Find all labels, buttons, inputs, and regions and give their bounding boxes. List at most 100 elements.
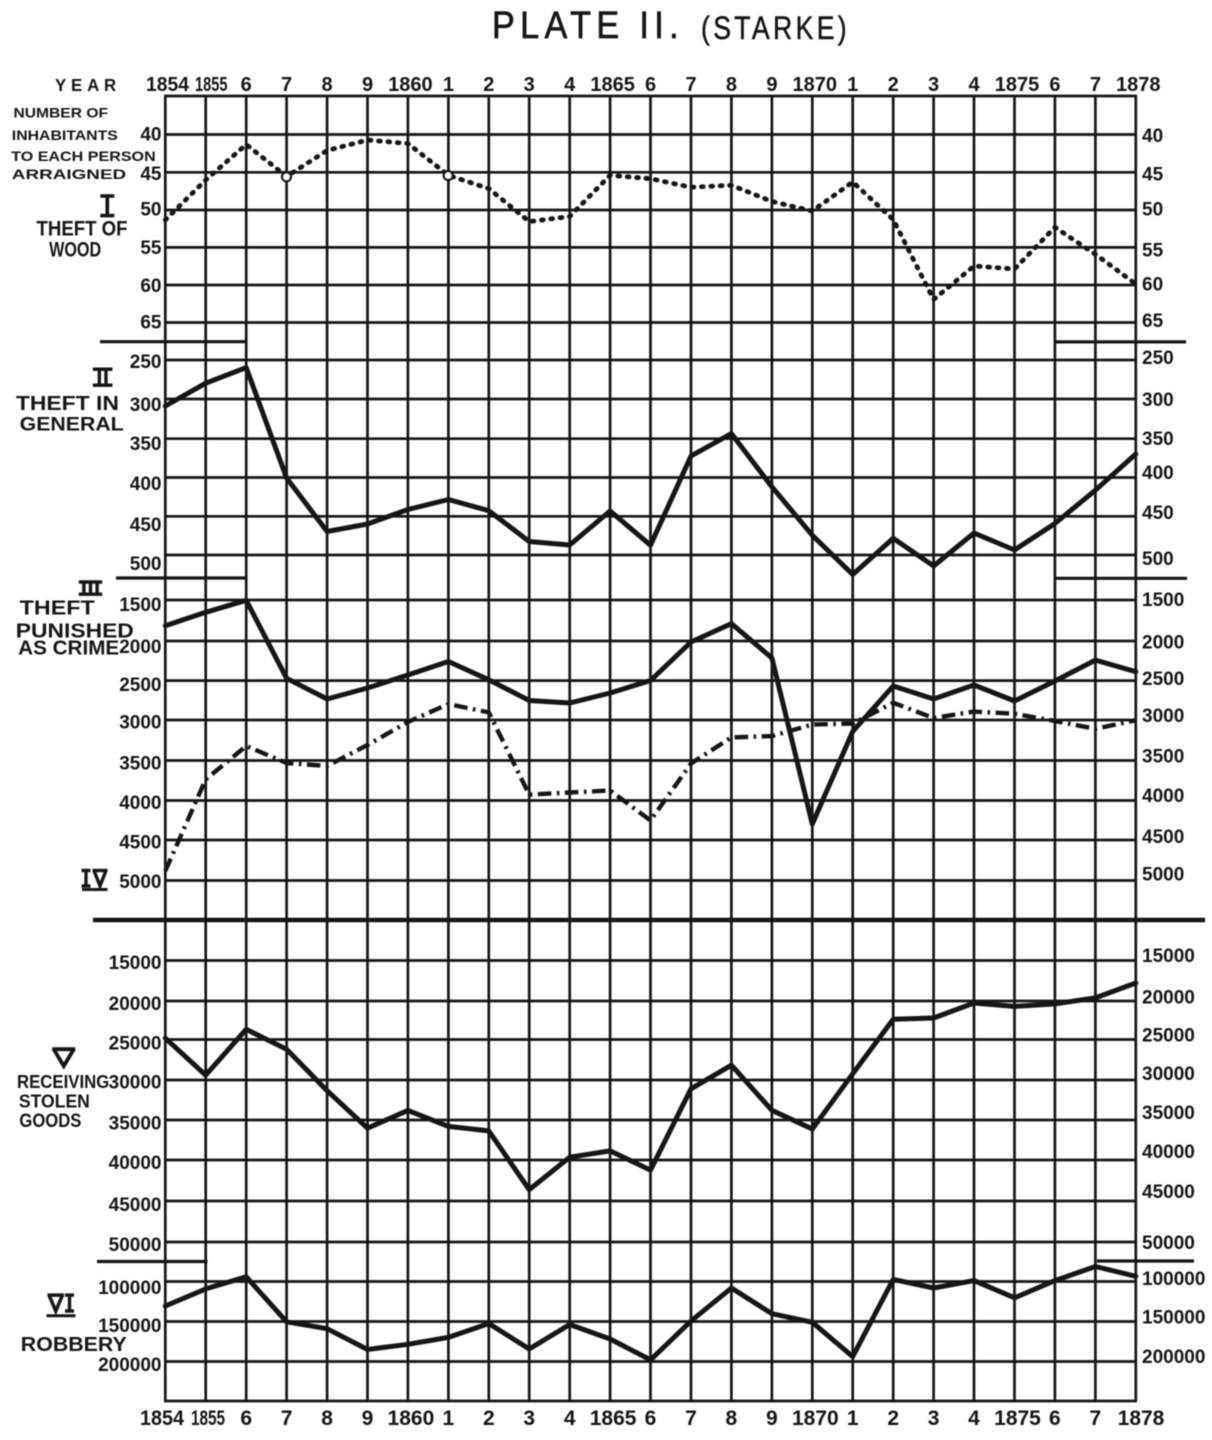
svg-text:1500: 1500	[119, 595, 161, 616]
svg-text:9: 9	[766, 74, 777, 96]
svg-text:7: 7	[281, 1407, 293, 1430]
svg-text:250: 250	[1142, 348, 1174, 369]
svg-text:8: 8	[726, 1407, 738, 1430]
svg-text:1875: 1875	[995, 74, 1040, 96]
svg-text:20000: 20000	[1142, 988, 1195, 1009]
svg-text:200000: 200000	[98, 1355, 161, 1376]
svg-text:50: 50	[140, 200, 161, 221]
svg-text:50000: 50000	[109, 1235, 162, 1256]
svg-text:6: 6	[645, 1407, 657, 1430]
svg-text:55: 55	[140, 238, 162, 259]
svg-text:2: 2	[887, 1407, 899, 1430]
svg-text:1860: 1860	[388, 1407, 435, 1430]
svg-text:GOODS: GOODS	[19, 1111, 81, 1132]
svg-text:ARRAIGNED: ARRAIGNED	[12, 166, 126, 182]
svg-text:3: 3	[928, 1407, 940, 1430]
svg-text:2: 2	[888, 74, 899, 96]
svg-text:400: 400	[1142, 463, 1174, 484]
svg-text:2500: 2500	[119, 675, 161, 696]
svg-text:NUMBER OF: NUMBER OF	[14, 105, 109, 121]
svg-text:100000: 100000	[1142, 1269, 1205, 1290]
svg-text:THEFT OF: THEFT OF	[37, 217, 128, 240]
svg-text:(STARKE): (STARKE)	[701, 10, 850, 46]
svg-text:6: 6	[241, 74, 252, 96]
svg-text:AS CRIME: AS CRIME	[18, 637, 119, 659]
svg-text:35000: 35000	[109, 1113, 162, 1134]
svg-text:1: 1	[847, 1407, 859, 1430]
svg-text:1: 1	[443, 74, 454, 96]
svg-text:3500: 3500	[119, 753, 161, 774]
svg-text:15000: 15000	[1142, 946, 1195, 967]
svg-text:ROBBERY: ROBBERY	[21, 1334, 128, 1356]
svg-text:3: 3	[524, 74, 535, 96]
svg-text:3: 3	[928, 74, 939, 96]
svg-text:1870: 1870	[792, 1407, 839, 1430]
svg-text:150000: 150000	[1142, 1307, 1205, 1328]
svg-text:500: 500	[1142, 549, 1174, 570]
svg-text:30000: 30000	[1142, 1064, 1195, 1085]
svg-text:1854: 1854	[140, 1407, 184, 1430]
svg-text:PLATE II.: PLATE II.	[492, 5, 684, 47]
svg-text:4000: 4000	[119, 793, 161, 814]
svg-text:300: 300	[1142, 390, 1174, 411]
svg-text:1855: 1855	[195, 74, 228, 96]
svg-text:9: 9	[362, 1407, 374, 1430]
svg-text:4000: 4000	[1142, 786, 1184, 807]
svg-text:350: 350	[130, 434, 162, 455]
svg-text:1860: 1860	[388, 74, 433, 96]
svg-text:40000: 40000	[1142, 1142, 1195, 1163]
svg-text:3000: 3000	[119, 713, 161, 734]
svg-text:300: 300	[130, 395, 162, 416]
svg-text:2: 2	[483, 74, 494, 96]
svg-text:200000: 200000	[1142, 1347, 1205, 1368]
svg-text:60: 60	[1142, 274, 1163, 295]
svg-text:1865: 1865	[590, 1407, 637, 1430]
svg-text:YEAR: YEAR	[55, 75, 121, 95]
svg-text:1865: 1865	[590, 74, 635, 96]
svg-text:50000: 50000	[1142, 1233, 1195, 1254]
svg-text:45000: 45000	[109, 1195, 162, 1216]
svg-text:1855: 1855	[191, 1407, 225, 1430]
svg-text:6: 6	[1049, 1407, 1061, 1430]
svg-text:PUNISHED: PUNISHED	[16, 620, 134, 642]
svg-text:40: 40	[140, 124, 161, 145]
svg-text:RECEIVING: RECEIVING	[17, 1071, 109, 1092]
svg-text:7: 7	[281, 74, 292, 96]
svg-text:THEFT IN: THEFT IN	[16, 393, 119, 415]
svg-text:400: 400	[130, 474, 162, 495]
svg-text:500: 500	[130, 554, 162, 575]
svg-text:25000: 25000	[1142, 1026, 1195, 1047]
svg-text:2500: 2500	[1142, 669, 1184, 690]
svg-text:1: 1	[847, 74, 858, 96]
svg-text:7: 7	[685, 74, 696, 96]
svg-text:30000: 30000	[109, 1073, 162, 1094]
svg-text:3500: 3500	[1142, 747, 1184, 768]
svg-text:4500: 4500	[119, 832, 161, 853]
svg-text:2000: 2000	[1142, 633, 1184, 654]
svg-text:4: 4	[564, 74, 576, 96]
svg-text:55: 55	[1142, 240, 1164, 261]
svg-text:45: 45	[1142, 165, 1164, 186]
svg-text:50: 50	[1142, 200, 1163, 221]
svg-text:4500: 4500	[1142, 827, 1184, 848]
svg-text:1500: 1500	[1142, 590, 1184, 611]
svg-text:9: 9	[362, 74, 373, 96]
svg-text:GENERAL: GENERAL	[20, 415, 124, 436]
svg-text:5000: 5000	[119, 872, 161, 893]
svg-text:25000: 25000	[109, 1033, 162, 1054]
svg-text:THEFT: THEFT	[20, 597, 95, 619]
svg-text:65: 65	[140, 313, 162, 334]
svg-text:INHABITANTS: INHABITANTS	[12, 127, 118, 143]
svg-text:45: 45	[140, 164, 162, 185]
svg-text:4: 4	[968, 1407, 980, 1430]
svg-text:60: 60	[140, 276, 161, 297]
svg-text:8: 8	[321, 1407, 333, 1430]
svg-text:8: 8	[322, 74, 333, 96]
svg-text:100000: 100000	[98, 1278, 161, 1299]
svg-text:7: 7	[1090, 74, 1101, 96]
svg-text:1875: 1875	[994, 1407, 1041, 1430]
svg-text:45000: 45000	[1142, 1182, 1195, 1203]
svg-text:2000: 2000	[119, 637, 161, 658]
svg-text:1878: 1878	[1116, 74, 1161, 96]
svg-text:3: 3	[523, 1407, 535, 1430]
